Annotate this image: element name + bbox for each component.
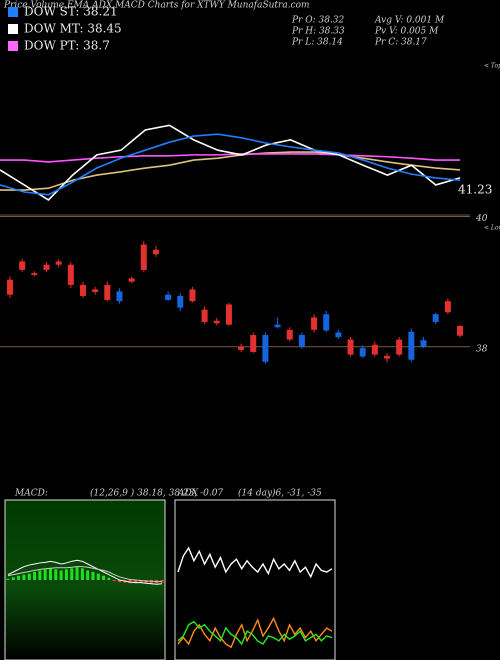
- histogram-bar: [139, 580, 143, 583]
- histogram-bar: [107, 577, 111, 580]
- histogram-bar: [80, 568, 84, 580]
- candle-body: [128, 278, 135, 282]
- panel-title: MACD:: [14, 489, 48, 499]
- candle-body: [19, 261, 26, 270]
- histogram-bar: [38, 570, 42, 580]
- candle-body: [43, 264, 50, 270]
- histogram-bar: [75, 567, 79, 580]
- candle-body: [225, 304, 232, 325]
- histogram-bar: [102, 575, 106, 580]
- quote-text: Pr H: 38.33: [291, 27, 345, 37]
- candle-body: [165, 294, 172, 300]
- candle-body: [408, 331, 415, 360]
- legend-swatch: [8, 24, 18, 34]
- histogram-bar: [86, 570, 90, 580]
- candle-body: [444, 301, 451, 313]
- candle-body: [238, 346, 245, 351]
- candle-body: [371, 344, 378, 355]
- candle-body: [177, 295, 184, 308]
- indicator-line: [7, 559, 163, 585]
- histogram-bar: [59, 570, 63, 580]
- candle-body: [92, 289, 99, 293]
- candle-body: [79, 284, 86, 296]
- indicator-line: [0, 133, 461, 196]
- candle-body: [262, 335, 269, 362]
- candle-body: [201, 309, 208, 323]
- histogram-bar: [64, 569, 68, 580]
- histogram-bar: [54, 569, 58, 580]
- legend-swatch: [8, 41, 18, 51]
- candle-body: [420, 340, 427, 347]
- histogram-bar: [149, 580, 153, 584]
- panel-subtitle: (12,26,9 ) 38.18, 38.23, -0.07: [90, 488, 223, 499]
- y-tick-label: 40: [475, 214, 488, 224]
- candle-body: [359, 348, 366, 357]
- indicator-line: [177, 546, 333, 579]
- histogram-bar: [33, 572, 37, 580]
- quote-text: Pr O: 38.32: [291, 16, 345, 26]
- quote-text: Pr C: 38.17: [374, 38, 427, 48]
- candle-body: [432, 314, 439, 323]
- candle-body: [189, 289, 196, 302]
- note: < Lows: [484, 225, 500, 232]
- candle-body: [152, 249, 159, 255]
- note: < Tops: [484, 63, 500, 70]
- candle-body: [213, 320, 220, 324]
- y-tick-label: 38: [476, 344, 488, 354]
- candle-body: [323, 314, 330, 331]
- adx-panel: [174, 499, 336, 660]
- candle-body: [55, 261, 62, 265]
- histogram-bar: [43, 569, 47, 580]
- histogram-bar: [96, 573, 100, 580]
- panel-title: ADX: [177, 489, 199, 499]
- histogram-bar: [17, 575, 21, 580]
- indicator-line: [7, 566, 162, 583]
- candle-body: [250, 335, 257, 352]
- candle-body: [347, 339, 354, 355]
- candle-body: [140, 244, 147, 270]
- quote-text: Pv V: 0.005 M: [374, 27, 439, 37]
- quote-text: Avg V: 0.001 M: [374, 16, 445, 26]
- candle-body: [286, 329, 293, 340]
- candle-body: [396, 339, 403, 355]
- candle-body: [274, 324, 281, 328]
- histogram-bar: [22, 574, 26, 580]
- histogram-bar: [27, 573, 31, 580]
- legend-label: DOW ST: 38.21: [24, 5, 118, 19]
- candle-body: [104, 284, 111, 300]
- candle-body: [311, 317, 318, 330]
- indicator-line: [0, 124, 461, 201]
- histogram-bar: [91, 572, 95, 580]
- indicator-line: [177, 620, 333, 646]
- candle-body: [67, 264, 74, 285]
- legend-label: DOW MT: 38.45: [24, 22, 122, 36]
- histogram-bar: [48, 568, 52, 580]
- histogram-bar: [118, 580, 122, 583]
- candle-body: [31, 273, 38, 276]
- last-value-label: 41.23: [458, 183, 492, 197]
- histogram-bar: [112, 580, 116, 582]
- candle-body: [298, 335, 305, 347]
- candle-body: [384, 355, 391, 359]
- candle-body: [335, 332, 342, 337]
- candle-body: [7, 279, 13, 295]
- histogram-bar: [70, 568, 74, 580]
- histogram-bar: [11, 577, 15, 580]
- page-title: Price,Volume,EMA,ADX,MACD Charts for XTW…: [3, 1, 310, 11]
- indicator-line: [0, 153, 460, 163]
- legend-swatch: [8, 7, 18, 17]
- panel-subtitle: (14 day)6, -31, -35: [238, 488, 322, 499]
- histogram-bar: [128, 580, 132, 584]
- candle-body: [116, 291, 123, 302]
- candle-body: [457, 325, 463, 336]
- indicator-line: [177, 616, 333, 649]
- histogram-bar: [133, 580, 137, 584]
- legend-label: DOW PT: 38.7: [24, 39, 110, 53]
- histogram-bar: [6, 578, 10, 580]
- quote-text: Pr L: 38.14: [291, 38, 343, 48]
